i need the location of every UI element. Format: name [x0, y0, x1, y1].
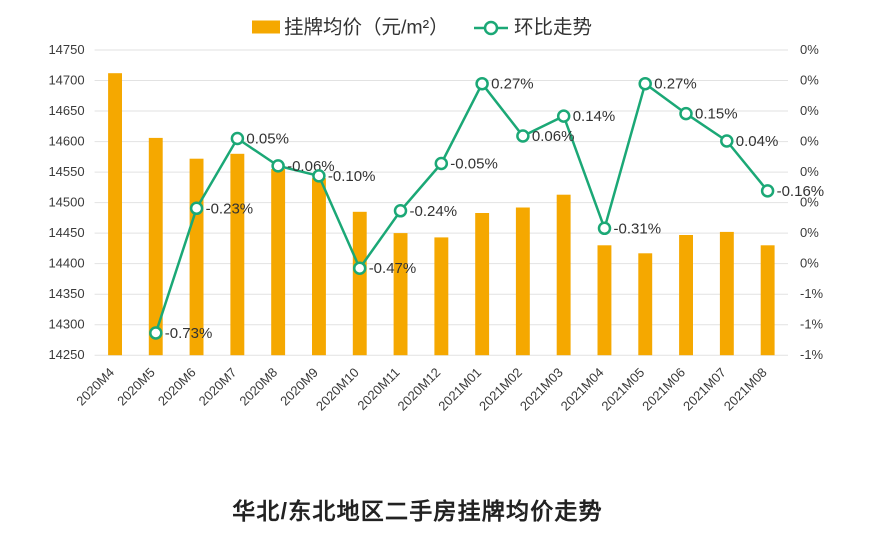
- svg-text:-0.31%: -0.31%: [614, 220, 662, 237]
- svg-text:14250: 14250: [48, 347, 84, 362]
- svg-text:14700: 14700: [48, 73, 84, 88]
- svg-text:-0.05%: -0.05%: [450, 156, 498, 173]
- svg-text:-0.10%: -0.10%: [328, 168, 376, 185]
- svg-text:14350: 14350: [48, 286, 84, 301]
- svg-text:0.15%: 0.15%: [695, 106, 738, 123]
- svg-text:14550: 14550: [48, 164, 84, 179]
- svg-text:14300: 14300: [48, 317, 84, 332]
- svg-text:-0.24%: -0.24%: [410, 203, 458, 220]
- svg-text:14400: 14400: [48, 256, 84, 271]
- svg-text:0.14%: 0.14%: [573, 108, 616, 125]
- svg-text:14500: 14500: [48, 195, 84, 210]
- svg-text:-0.23%: -0.23%: [206, 200, 254, 217]
- svg-text:0.27%: 0.27%: [491, 76, 534, 93]
- svg-text:-1%: -1%: [800, 286, 824, 301]
- svg-text:-0.73%: -0.73%: [165, 325, 213, 342]
- svg-text:0.04%: 0.04%: [736, 133, 779, 150]
- svg-text:14600: 14600: [48, 134, 84, 149]
- svg-text:-0.47%: -0.47%: [369, 260, 417, 277]
- svg-text:0%: 0%: [800, 103, 819, 118]
- svg-text:14450: 14450: [48, 225, 84, 240]
- svg-text:0.27%: 0.27%: [654, 76, 697, 93]
- svg-text:0%: 0%: [800, 225, 819, 240]
- svg-text:0.06%: 0.06%: [532, 128, 575, 145]
- svg-text:环比走势: 环比走势: [514, 17, 592, 39]
- svg-text:0.05%: 0.05%: [246, 131, 289, 148]
- svg-text:0%: 0%: [800, 164, 819, 179]
- svg-text:0%: 0%: [800, 256, 819, 271]
- svg-text:14650: 14650: [48, 103, 84, 118]
- svg-text:挂牌均价（元/m²）: 挂牌均价（元/m²）: [284, 17, 449, 39]
- svg-text:-1%: -1%: [800, 317, 824, 332]
- svg-text:0%: 0%: [800, 134, 819, 149]
- svg-text:-1%: -1%: [800, 347, 824, 362]
- svg-text:-0.16%: -0.16%: [777, 183, 825, 200]
- svg-text:0%: 0%: [800, 73, 819, 88]
